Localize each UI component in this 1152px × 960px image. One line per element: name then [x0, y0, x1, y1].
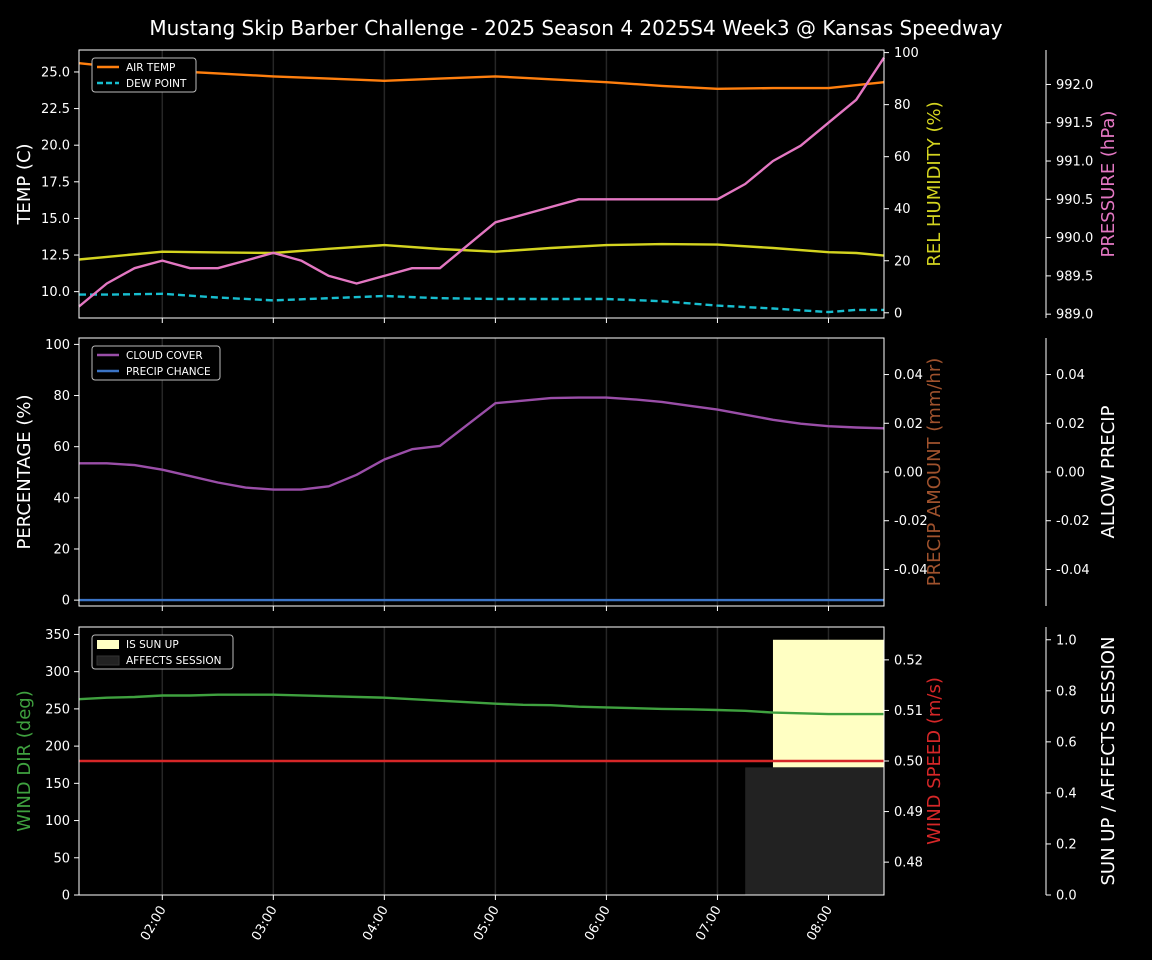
panel1-y-right1-label: REL HUMIDITY (%) — [924, 101, 945, 266]
panel3-legend-swatch — [97, 640, 119, 649]
panel3-legend-box — [91, 634, 234, 670]
panel3-legend-swatch — [96, 655, 120, 666]
panel3-legend-entry-affects-session: AFFECTS SESSION — [126, 655, 222, 667]
panel1-y-right2-tick-label: 991.5 — [1056, 116, 1093, 131]
panel1-y-right2-label: PRESSURE (hPa) — [1098, 111, 1119, 258]
panel3-y-right1-tick-label: 0.48 — [894, 856, 923, 871]
panel3-bar-is-sun-up — [772, 639, 884, 768]
panel3-y-left-tick-label: 50 — [53, 851, 70, 866]
panel3-y-right1-tick-label: 0.49 — [894, 805, 923, 820]
panel1-y-right2-tick-label: 989.5 — [1056, 269, 1093, 284]
panel3-y-right2-tick-label: 0.6 — [1056, 735, 1077, 750]
panel1-y-right2-tick-label: 990.5 — [1056, 193, 1093, 208]
panel3-y-left-tick-label: 200 — [45, 740, 70, 755]
panel1-frame — [78, 49, 885, 319]
panel1-y-right2-tick-label: 990.0 — [1056, 231, 1093, 246]
panel2-y-left-tick-label: 20 — [53, 542, 70, 557]
panel1-y-right1-tick-label: 60 — [894, 150, 911, 165]
panel1-y-left-tick-label: 15.0 — [41, 212, 70, 227]
panel2-y-left-tick-label: 0 — [62, 594, 70, 609]
panel3-y-right1-tick-label: 0.50 — [894, 755, 923, 770]
panel3-y-right2-tick-label: 1.0 — [1056, 633, 1077, 648]
panel1-y-right1-tick-label: 40 — [894, 202, 911, 217]
panel1-y-left-tick-label: 22.5 — [41, 102, 70, 117]
panel2-y-right1-tick-label: 0.00 — [894, 466, 923, 481]
panel1-y-left-tick-label: 25.0 — [41, 65, 70, 80]
panel2-y-right1-tick-label: 0.04 — [894, 368, 923, 383]
panel3-y-left-label: WIND DIR (deg) — [14, 690, 35, 832]
panel1-series-pressure — [78, 57, 886, 308]
panel3-y-right2-tick-label: 0.8 — [1056, 684, 1077, 699]
panel3-y-left-tick-label: 250 — [45, 702, 70, 717]
panel2-legend-entry-precip-chance: PRECIP CHANCE — [126, 366, 211, 378]
panel2-y-right2-tick-label: 0.02 — [1056, 417, 1085, 432]
panel2-y-right1-tick-label: -0.04 — [894, 563, 928, 578]
panel2-y-left-tick-label: 100 — [45, 338, 70, 353]
panel1-y-right2-tick-label: 992.0 — [1056, 78, 1093, 93]
panel2-y-right2-tick-label: -0.02 — [1056, 514, 1090, 529]
panel2-y-right2-tick-label: -0.04 — [1056, 563, 1090, 578]
panel2-y-right2-tick-label: 0.04 — [1056, 368, 1085, 383]
panel1-y-right1-tick-label: 80 — [894, 98, 911, 113]
panel1-y-left-tick-label: 10.0 — [41, 285, 70, 300]
panel3-y-right2-tick-label: 0.2 — [1056, 837, 1077, 852]
panel2-y-left-tick-label: 40 — [53, 491, 70, 506]
panel1-y-right1-tick-label: 0 — [894, 306, 902, 321]
panel2-y-right1-tick-label: -0.02 — [894, 514, 928, 529]
panel2-legend-box — [91, 345, 221, 381]
panel3-y-left-tick-label: 150 — [45, 777, 70, 792]
panel1-legend-entry-dew-point: DEW POINT — [126, 78, 187, 90]
panel3-y-right2-tick-label: 0.0 — [1056, 889, 1077, 904]
panel3-y-right2-label: SUN UP / AFFECTS SESSION — [1098, 636, 1119, 885]
panel3-y-right2-tick-label: 0.4 — [1056, 786, 1077, 801]
panel3-y-left-tick-label: 0 — [62, 889, 70, 904]
panel1-y-right1-tick-label: 100 — [894, 46, 919, 61]
panel2-y-right2-label: ALLOW PRECIP — [1098, 405, 1119, 538]
panel1-y-left-tick-label: 20.0 — [41, 139, 70, 154]
panel2-series-cloud-cover — [79, 396, 885, 491]
panel2-legend-entry-cloud-cover: CLOUD COVER — [126, 350, 203, 362]
panel3-y-right1-tick-label: 0.52 — [894, 653, 923, 668]
panel1-legend-entry-air-temp: AIR TEMP — [126, 62, 175, 74]
panel3-y-right1-label: WIND SPEED (m/s) — [924, 677, 945, 845]
panel1-y-right1-tick-label: 20 — [894, 254, 911, 269]
panel3-series-wind-dir — [78, 693, 884, 716]
panel3-y-left-tick-label: 100 — [45, 814, 70, 829]
panel3-bar-affects-session — [745, 767, 884, 895]
panel3-y-left-tick-label: 350 — [45, 628, 70, 643]
chart-title: Mustang Skip Barber Challenge - 2025 Sea… — [149, 16, 1002, 40]
panel1-y-right2-tick-label: 991.0 — [1056, 155, 1093, 170]
panel1-y-right2-tick-label: 989.0 — [1056, 308, 1093, 323]
panel3-y-left-tick-label: 300 — [45, 665, 70, 680]
panel1-y-left-label: TEMP (C) — [14, 143, 35, 225]
panel2-y-left-label: PERCENTAGE (%) — [14, 394, 35, 549]
panel2-y-left-tick-label: 80 — [53, 389, 70, 404]
panel1-y-left-tick-label: 12.5 — [41, 249, 70, 264]
panel2-y-left-tick-label: 60 — [53, 440, 70, 455]
panel1-y-left-tick-label: 17.5 — [41, 175, 70, 190]
panel3-y-right1-tick-label: 0.51 — [894, 704, 923, 719]
panel1-series-rel-humidity — [78, 242, 885, 261]
panel2-y-right2-tick-label: 0.00 — [1056, 466, 1085, 481]
panel2-y-right1-label: PRECIP AMOUNT (mm/hr) — [924, 358, 945, 587]
panel2-y-right1-tick-label: 0.02 — [894, 417, 923, 432]
panel3-legend-entry-is-sun-up: IS SUN UP — [126, 639, 179, 651]
